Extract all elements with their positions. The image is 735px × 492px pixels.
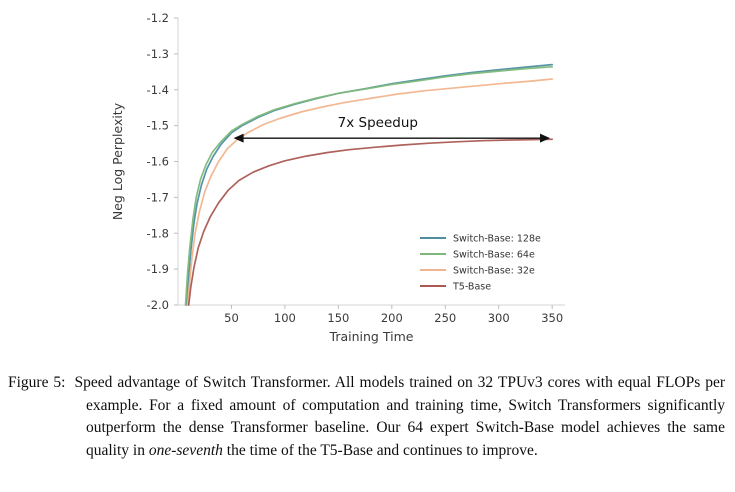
speedup-annotation-label: 7x Speedup bbox=[338, 115, 418, 131]
series-line-switch-base-32e bbox=[186, 78, 554, 306]
x-axis-label: Training Time bbox=[329, 329, 414, 344]
y-tick-label: -1.8 bbox=[147, 226, 169, 240]
x-tick-label: 250 bbox=[434, 311, 456, 325]
x-tick-label: 350 bbox=[541, 311, 563, 325]
legend-label: T5-Base bbox=[452, 282, 491, 293]
y-axis-label: Neg Log Perplexity bbox=[110, 102, 125, 220]
x-tick-label: 50 bbox=[224, 311, 239, 325]
legend-label: Switch-Base: 128e bbox=[453, 234, 541, 245]
caption-text-before: Speed advantage of Switch Transformer. A… bbox=[74, 374, 725, 459]
y-tick-label: -1.9 bbox=[147, 262, 169, 276]
speedup-chart: 50 100 150 200 250 300 350 -2.0 -1.9 -1.8 -1.7 -1.6… bbox=[110, 11, 565, 344]
figure-caption: Figure 5: Speed advantage of Switch Trans… bbox=[8, 372, 725, 462]
y-tick-label: -1.3 bbox=[147, 47, 169, 61]
speedup-arrowhead-right bbox=[540, 133, 551, 143]
series-line-switch-base-64e bbox=[184, 65, 554, 306]
legend-label: Switch-Base: 32e bbox=[453, 266, 535, 277]
caption-label: Figure 5: bbox=[8, 374, 66, 391]
series-line-t5-base bbox=[187, 138, 554, 306]
x-tick-label: 300 bbox=[488, 311, 510, 325]
y-tick-label: -1.7 bbox=[147, 190, 169, 204]
speedup-arrowhead-left bbox=[233, 133, 244, 143]
y-tick-label: -1.2 bbox=[147, 11, 169, 25]
legend-label: Switch-Base: 64e bbox=[453, 250, 535, 261]
y-tick-label: -1.6 bbox=[147, 155, 169, 169]
series-line-switch-base-128e bbox=[185, 63, 554, 306]
x-tick-label: 200 bbox=[381, 311, 403, 325]
y-tick-label: -1.4 bbox=[147, 83, 169, 97]
caption-italic-phrase: one-seventh bbox=[148, 441, 223, 459]
x-tick-label: 100 bbox=[274, 311, 296, 325]
caption-text-after: the time of the T5-Base and continues to… bbox=[222, 441, 538, 459]
y-tick-label: -1.5 bbox=[147, 119, 169, 133]
y-tick-label: -2.0 bbox=[147, 298, 169, 312]
x-tick-label: 150 bbox=[327, 311, 349, 325]
